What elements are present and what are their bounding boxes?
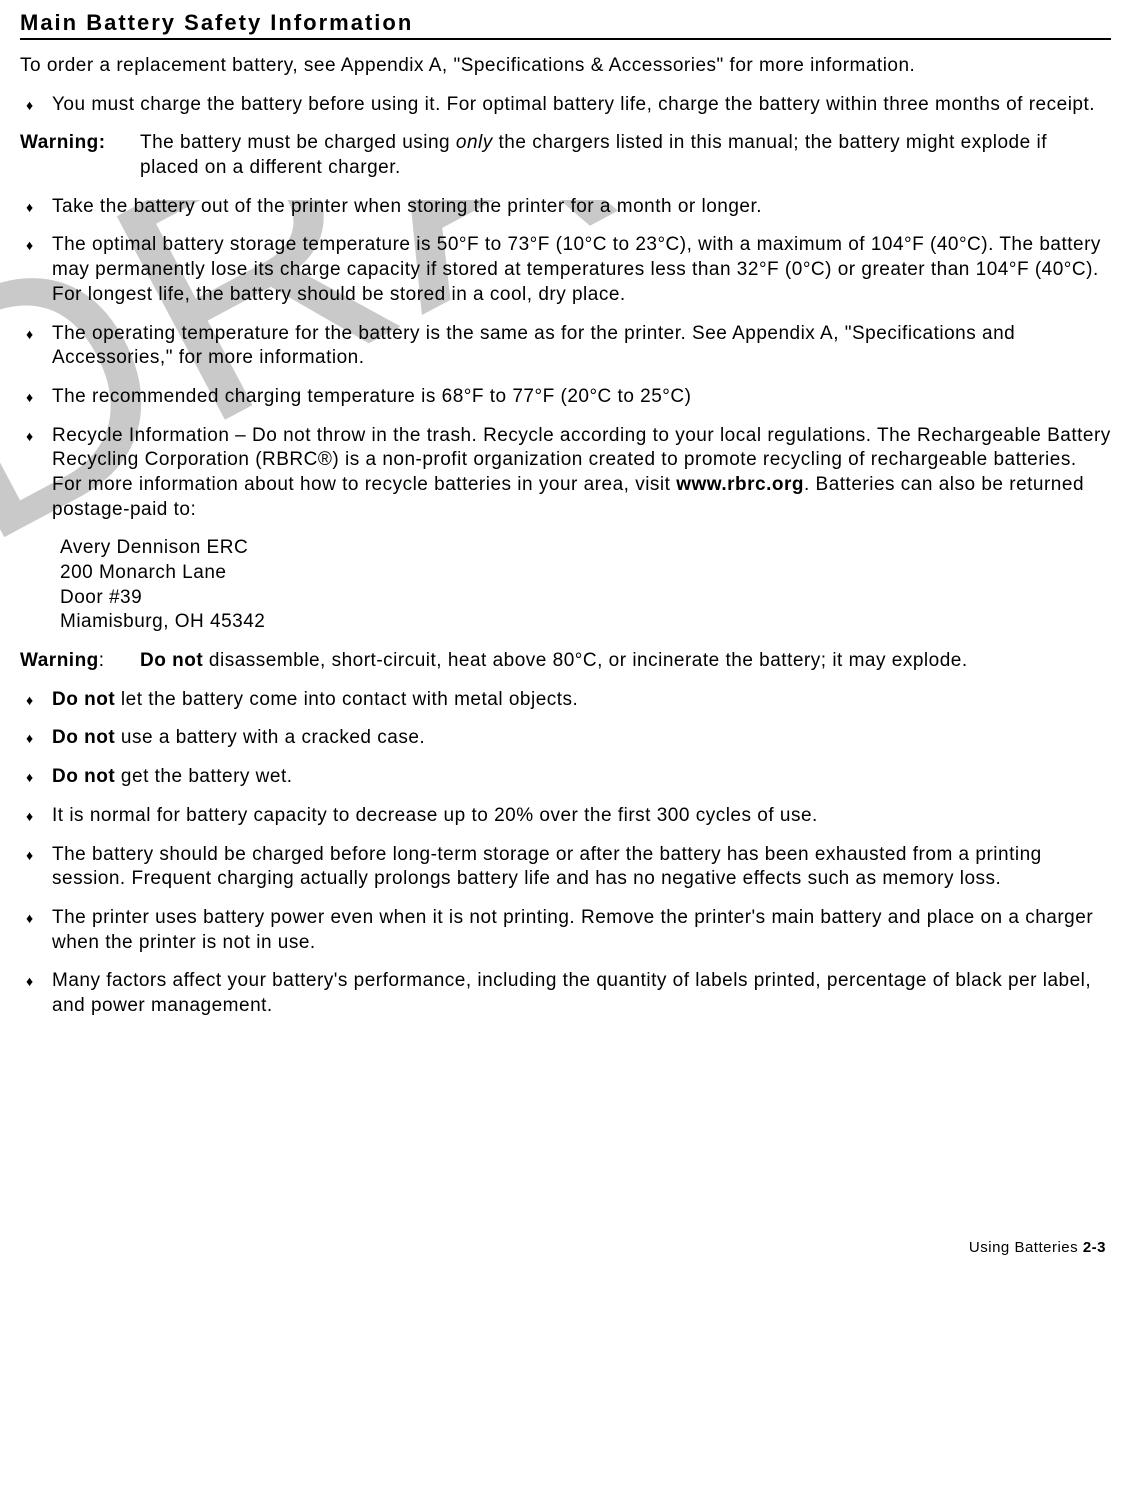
list-item: Do not get the battery wet. [20,765,1111,790]
address-line: 200 Monarch Lane [60,561,1111,586]
warning-block-1: Warning: The battery must be charged usi… [20,131,1111,180]
address-line: Miamisburg, OH 45342 [60,610,1111,635]
list-item: The battery should be charged before lon… [20,843,1111,892]
list-item: The recommended charging temperature is … [20,385,1111,410]
list-item: Many factors affect your battery's perfo… [20,969,1111,1018]
address-line: Avery Dennison ERC [60,536,1111,561]
list-item: The printer uses battery power even when… [20,906,1111,955]
bullet-list-donot: Do not let the battery come into contact… [20,688,1111,790]
list-item: It is normal for battery capacity to dec… [20,804,1111,829]
list-item: You must charge the battery before using… [20,93,1111,118]
bullet-list-top: You must charge the battery before using… [20,93,1111,118]
list-item: The optimal battery storage temperature … [20,233,1111,307]
warning-text: The battery must be charged using only t… [140,131,1111,180]
address-line: Door #39 [60,586,1111,611]
page-footer: Using Batteries 2-3 [20,1239,1111,1256]
section-heading: Main Battery Safety Information [20,10,1111,40]
return-address: Avery Dennison ERC 200 Monarch Lane Door… [60,536,1111,635]
list-item: Take the battery out of the printer when… [20,195,1111,220]
bullet-list-bottom: It is normal for battery capacity to dec… [20,804,1111,1019]
warning-label: Warning: [20,131,140,180]
warning-label: Warning: [20,649,140,674]
warning-text: Do not disassemble, short-circuit, heat … [140,649,1111,674]
warning-block-2: Warning: Do not disassemble, short-circu… [20,649,1111,674]
intro-paragraph: To order a replacement battery, see Appe… [20,54,1111,79]
list-item: Do not let the battery come into contact… [20,688,1111,713]
list-item-recycle: Recycle Information – Do not throw in th… [20,424,1111,523]
list-item: Do not use a battery with a cracked case… [20,726,1111,751]
bullet-list-mid: Take the battery out of the printer when… [20,195,1111,523]
page-content: Main Battery Safety Information To order… [0,0,1131,1276]
list-item: The operating temperature for the batter… [20,322,1111,371]
